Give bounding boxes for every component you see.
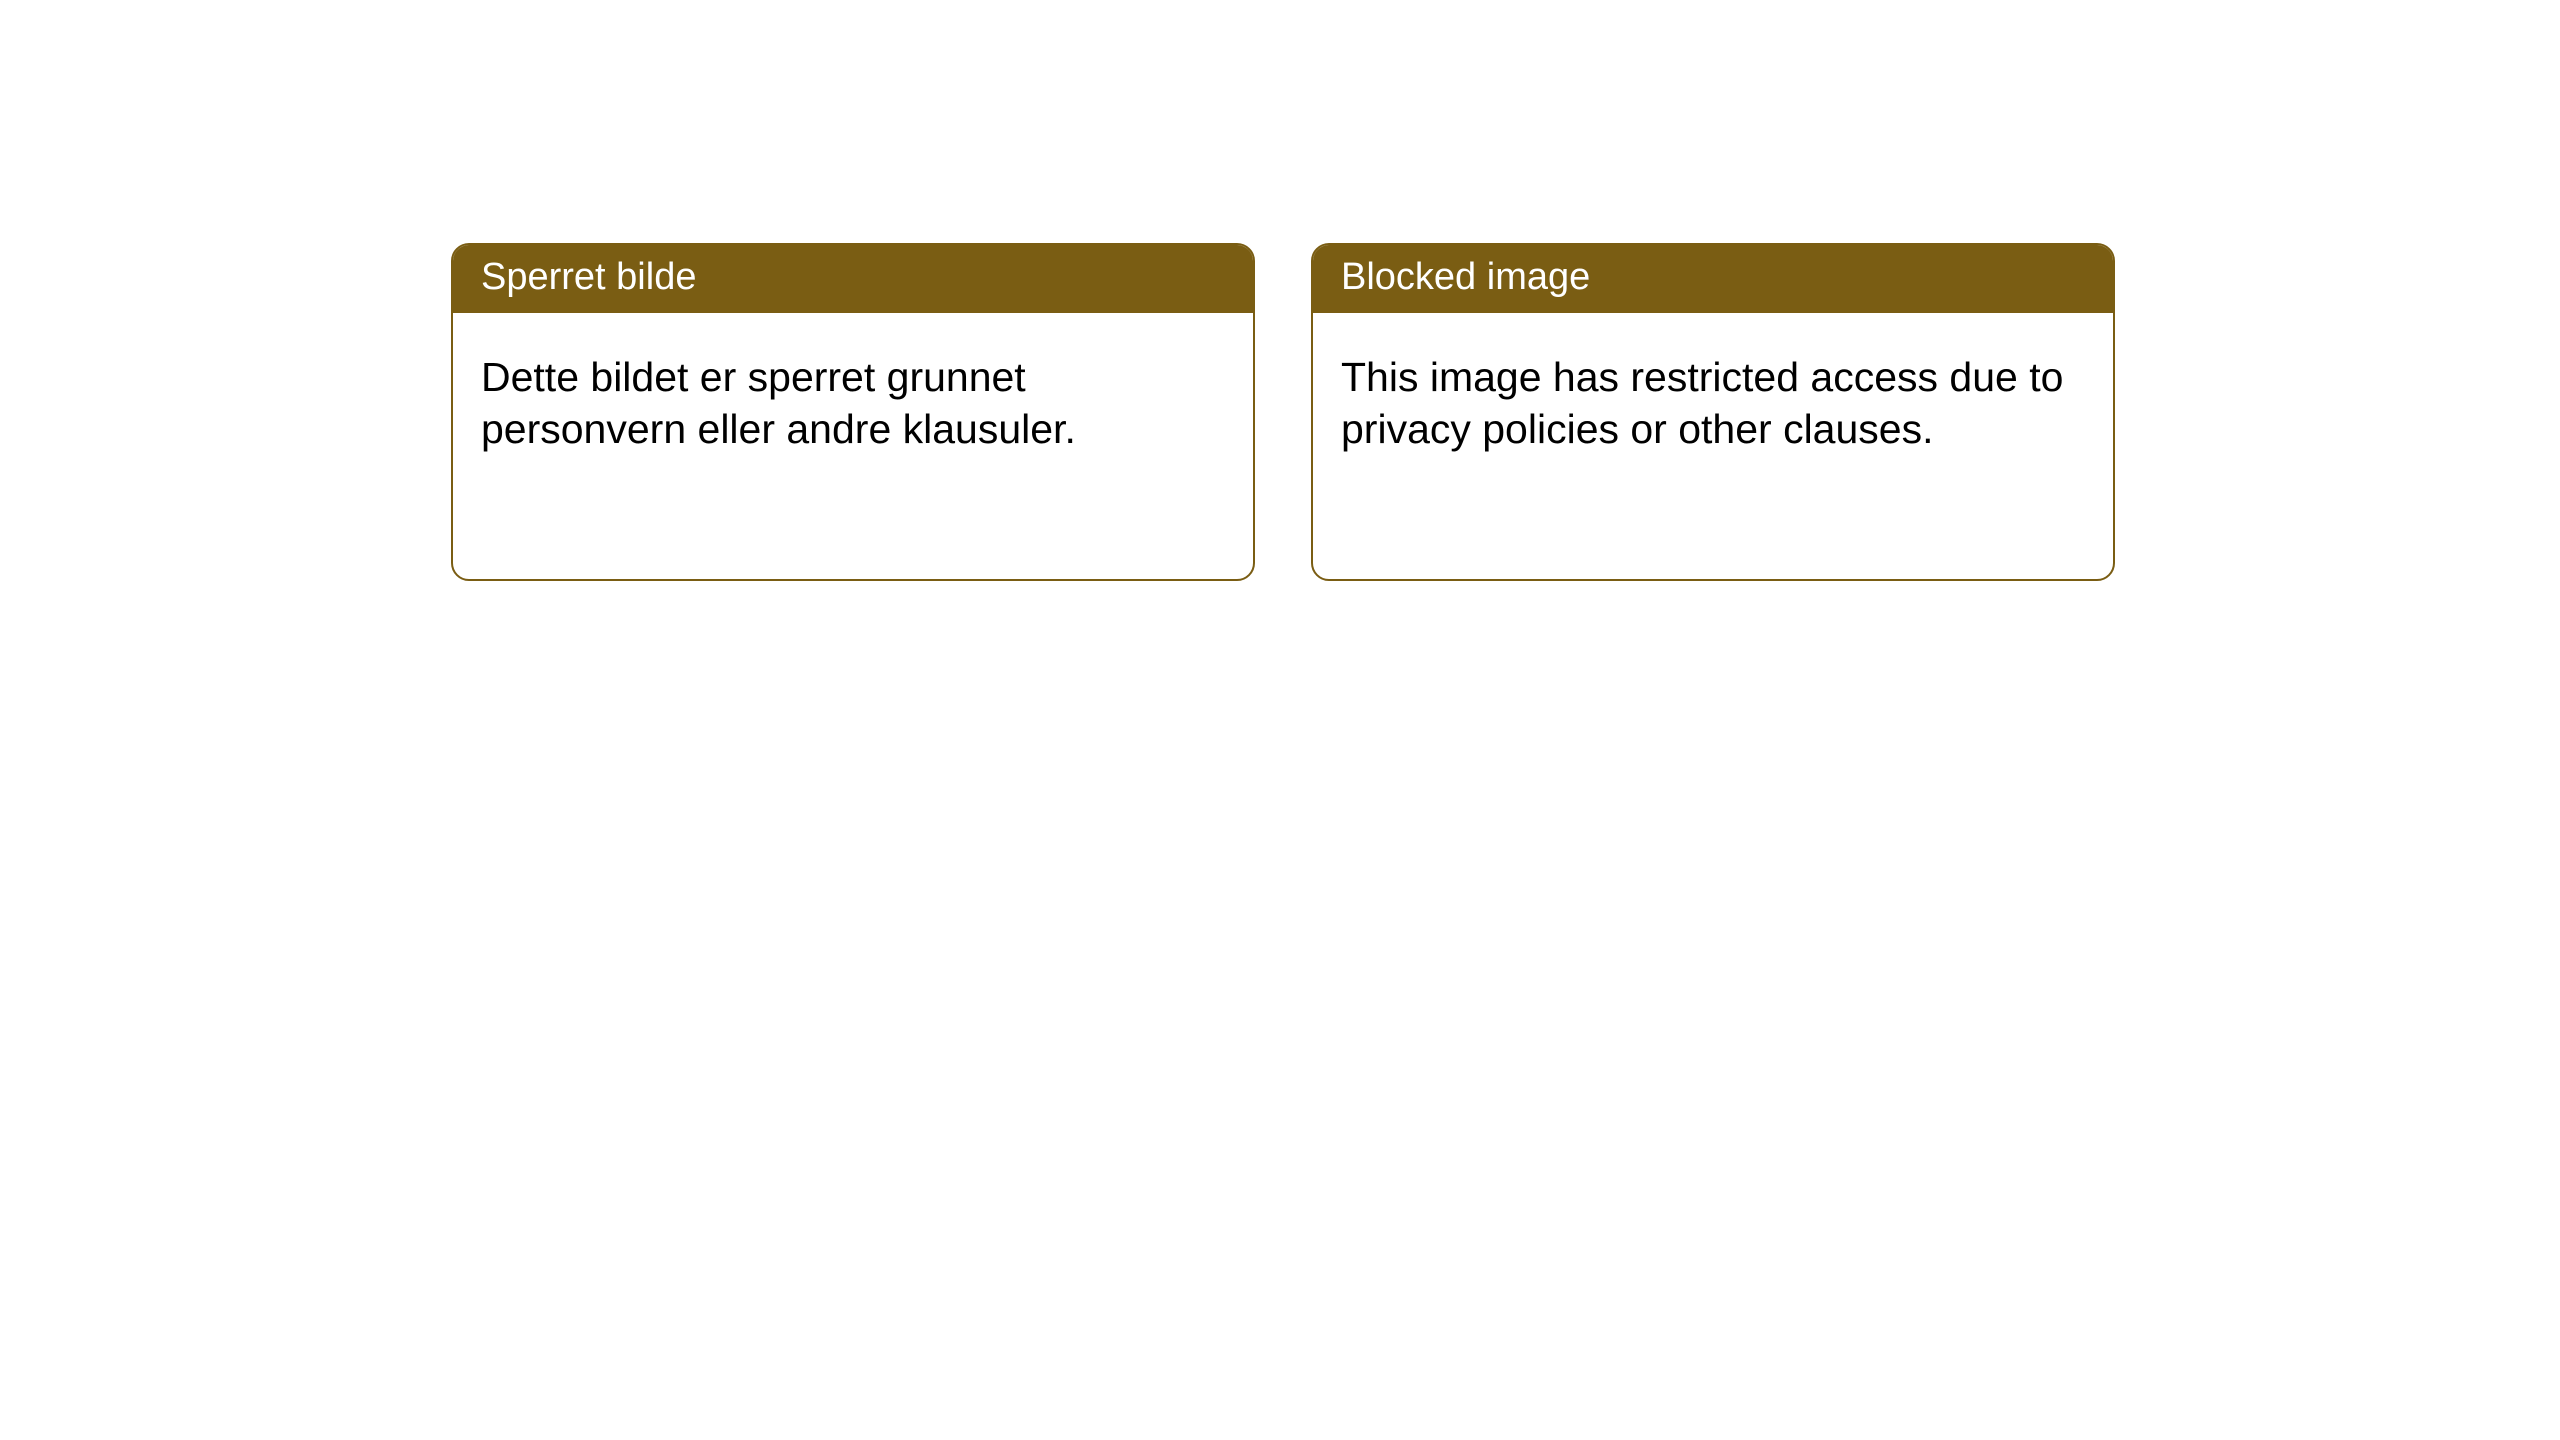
card-title-en: Blocked image — [1313, 245, 2113, 313]
blocked-image-card-en: Blocked image This image has restricted … — [1311, 243, 2115, 581]
card-body-no: Dette bildet er sperret grunnet personve… — [453, 313, 1253, 484]
card-body-en: This image has restricted access due to … — [1313, 313, 2113, 484]
card-title-no: Sperret bilde — [453, 245, 1253, 313]
blocked-image-card-no: Sperret bilde Dette bildet er sperret gr… — [451, 243, 1255, 581]
notice-cards-row: Sperret bilde Dette bildet er sperret gr… — [0, 0, 2560, 581]
